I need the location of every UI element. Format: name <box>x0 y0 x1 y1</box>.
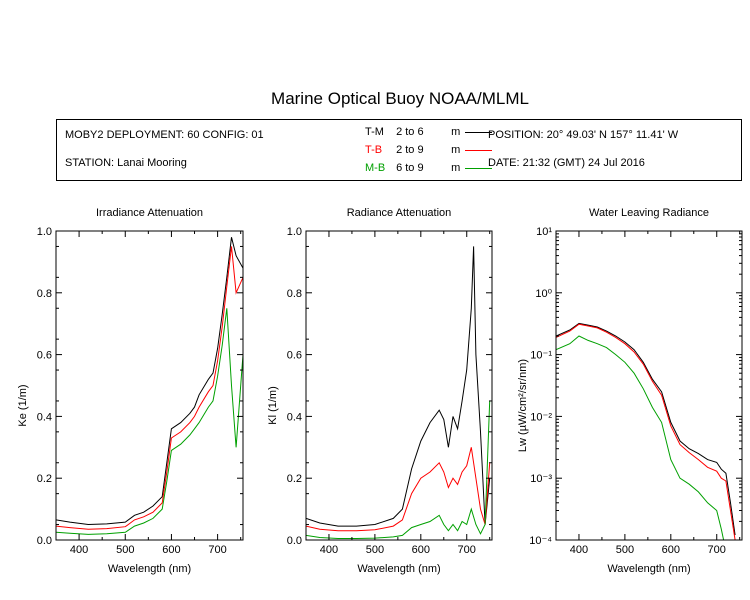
series-line <box>556 323 736 540</box>
y-tick-label: 10¹ <box>536 226 552 238</box>
y-tick-label: 10⁻³ <box>530 473 552 485</box>
x-tick-label: 500 <box>366 544 384 556</box>
y-tick-label: 10⁻⁴ <box>529 535 552 547</box>
chart-title: Water Leaving Radiance <box>589 207 709 219</box>
station-text: STATION: Lanai Mooring <box>65 157 187 169</box>
legend-range: 2 to 6 <box>396 126 424 138</box>
chart-3: Water Leaving Radiance 400 500 600 700 10⁻⁴ 10… <box>517 207 743 575</box>
x-axis-label: Wavelength (nm) <box>108 563 191 575</box>
legend-line <box>465 149 493 151</box>
x-tick-label: 400 <box>70 544 88 556</box>
plot-frame <box>55 230 244 541</box>
legend-code: T-B <box>365 144 383 156</box>
legend-range: 6 to 9 <box>396 162 424 174</box>
y-tick-label: 0.2 <box>287 473 302 485</box>
legend-line <box>465 131 493 133</box>
plot-frame <box>305 230 493 541</box>
y-tick-label: 0.6 <box>37 350 52 362</box>
legend-item: M-B 6 to 9 m <box>365 162 493 174</box>
y-tick-label: 1.0 <box>287 226 302 238</box>
series-line <box>56 237 243 526</box>
y-tick-label: 0.0 <box>287 535 302 547</box>
chart-2: Radiance Attenuation 400 500 600 700 0.0 0.2 0.… <box>267 207 493 575</box>
y-tick-label: 0.4 <box>287 411 302 423</box>
series-line <box>556 322 736 536</box>
deployment-text: MOBY2 DEPLOYMENT: 60 CONFIG: 01 <box>65 129 264 141</box>
y-axis-label: Ke (1/m) <box>17 384 29 426</box>
y-tick-label: 0.6 <box>287 350 302 362</box>
x-tick-label: 500 <box>616 544 634 556</box>
legend-unit: m <box>451 144 461 156</box>
chart-title: Radiance Attenuation <box>347 207 452 219</box>
x-tick-label: 600 <box>662 544 680 556</box>
legend-code: M-B <box>365 162 386 174</box>
y-tick-label: 0.2 <box>37 473 52 485</box>
plot-frame <box>555 230 743 541</box>
y-tick-label: 0.8 <box>287 288 302 300</box>
x-tick-label: 500 <box>116 544 134 556</box>
y-tick-label: 0.0 <box>37 535 52 547</box>
x-tick-label: 700 <box>708 544 726 556</box>
series-line <box>56 308 243 535</box>
x-tick-label: 700 <box>458 544 476 556</box>
legend-line <box>465 167 493 169</box>
legend-range: 2 to 9 <box>396 144 424 156</box>
chart-1: Irradiance Attenuation 400 500 600 700 0.0 0.2… <box>17 207 244 575</box>
x-tick-label: 400 <box>320 544 338 556</box>
x-tick-label: 600 <box>412 544 430 556</box>
legend-unit: m <box>451 162 461 174</box>
y-tick-label: 1.0 <box>37 226 52 238</box>
series-line <box>306 400 491 539</box>
y-axis-label: Lw (µW/cm²/sr/nm) <box>517 359 529 452</box>
series-line <box>306 246 491 527</box>
position-text: POSITION: 20° 49.03' N 157° 11.41' W <box>488 129 679 141</box>
y-tick-label: 10⁰ <box>535 288 552 300</box>
legend-code: T-M <box>365 126 384 138</box>
legend-unit: m <box>451 126 461 138</box>
page-title: Marine Optical Buoy NOAA/MLML <box>271 89 529 108</box>
y-tick-label: 0.4 <box>37 411 52 423</box>
y-tick-label: 10⁻¹ <box>530 350 552 362</box>
x-tick-label: 400 <box>570 544 588 556</box>
series-line <box>556 335 725 540</box>
legend-item: T-B 2 to 9 m <box>365 144 493 156</box>
y-axis-label: Kl (1/m) <box>267 386 279 425</box>
x-axis-label: Wavelength (nm) <box>357 563 440 575</box>
y-tick-label: 0.8 <box>37 288 52 300</box>
series-line <box>306 447 491 532</box>
legend-item: T-M 2 to 6 m <box>365 126 493 138</box>
info-box: MOBY2 DEPLOYMENT: 60 CONFIG: 01 STATION:… <box>56 119 742 181</box>
date-text: DATE: 21:32 (GMT) 24 Jul 2016 <box>488 157 645 169</box>
y-tick-label: 10⁻² <box>530 411 552 423</box>
x-tick-label: 600 <box>162 544 180 556</box>
series-line <box>56 246 243 530</box>
x-tick-label: 700 <box>208 544 226 556</box>
x-axis-label: Wavelength (nm) <box>607 563 690 575</box>
chart-title: Irradiance Attenuation <box>96 207 203 219</box>
